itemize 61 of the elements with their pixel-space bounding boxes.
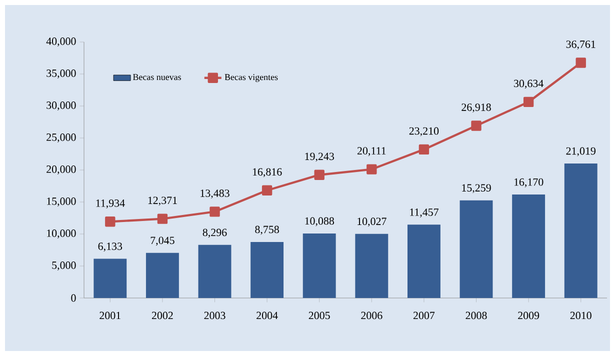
data-label: 30,634 — [514, 80, 544, 89]
point — [471, 120, 482, 131]
bar — [146, 252, 179, 298]
x-tick-label: 2009 — [518, 312, 540, 320]
data-label: 13,483 — [200, 190, 230, 199]
data-label: 8,296 — [202, 228, 227, 238]
bar — [460, 200, 493, 298]
point — [523, 96, 534, 108]
data-label: 36,761 — [566, 40, 596, 50]
bar — [355, 234, 388, 298]
data-label: 23,210 — [409, 127, 439, 136]
data-label: 8,758 — [255, 226, 279, 235]
legend-label: Becas vigentes — [224, 74, 278, 82]
point — [418, 144, 430, 155]
x-tick-label: 2007 — [413, 312, 435, 320]
data-label: 26,918 — [462, 104, 491, 113]
point — [157, 214, 168, 224]
y-tick-label: 25,000 — [46, 134, 76, 142]
data-label: 20,111 — [357, 147, 386, 156]
x-tick-label: 2002 — [152, 312, 173, 320]
bar — [407, 224, 440, 298]
data-label: 11,457 — [410, 208, 439, 218]
data-label: 12,371 — [148, 196, 177, 206]
x-tick-label: 2006 — [361, 312, 382, 320]
data-label: 10,027 — [358, 218, 386, 227]
y-tick-label: 10,000 — [47, 230, 76, 238]
data-label: 16,170 — [514, 178, 544, 188]
y-tick-label: 0 — [71, 294, 76, 302]
point — [314, 170, 324, 180]
y-tick-label: 20,000 — [46, 166, 76, 174]
y-tick-label: 5,000 — [52, 262, 76, 270]
point — [210, 206, 220, 217]
x-tick-label: 2005 — [308, 312, 330, 320]
point — [262, 185, 272, 196]
y-tick-label: 40,000 — [46, 38, 76, 46]
point — [576, 58, 586, 68]
y-tick-label: 30,000 — [46, 102, 76, 110]
x-tick-label: 2008 — [466, 312, 487, 320]
point — [105, 216, 116, 227]
bar — [94, 258, 127, 298]
x-tick-label: 2004 — [256, 312, 278, 320]
point — [366, 164, 377, 174]
x-tick-label: 2010 — [570, 312, 592, 320]
bar — [512, 194, 546, 298]
bar — [302, 233, 336, 298]
data-label: 21,019 — [566, 147, 596, 156]
x-tick-label: 2001 — [100, 312, 120, 320]
data-label: 6,133 — [98, 242, 122, 252]
data-label: 16,816 — [252, 168, 282, 178]
data-label: 15,259 — [462, 184, 491, 194]
data-label: 10,088 — [305, 217, 334, 226]
legend-label: Becas nuevas — [133, 74, 181, 80]
y-tick-label: 15,000 — [47, 198, 76, 206]
bar — [250, 242, 284, 298]
x-tick-label: 2003 — [204, 312, 226, 320]
bar — [198, 244, 232, 298]
data-label: 19,243 — [305, 152, 334, 162]
bar — [564, 163, 598, 298]
y-tick-label: 35,000 — [46, 70, 76, 78]
data-label: 7,045 — [150, 236, 174, 246]
data-label: 11,934 — [96, 199, 125, 208]
